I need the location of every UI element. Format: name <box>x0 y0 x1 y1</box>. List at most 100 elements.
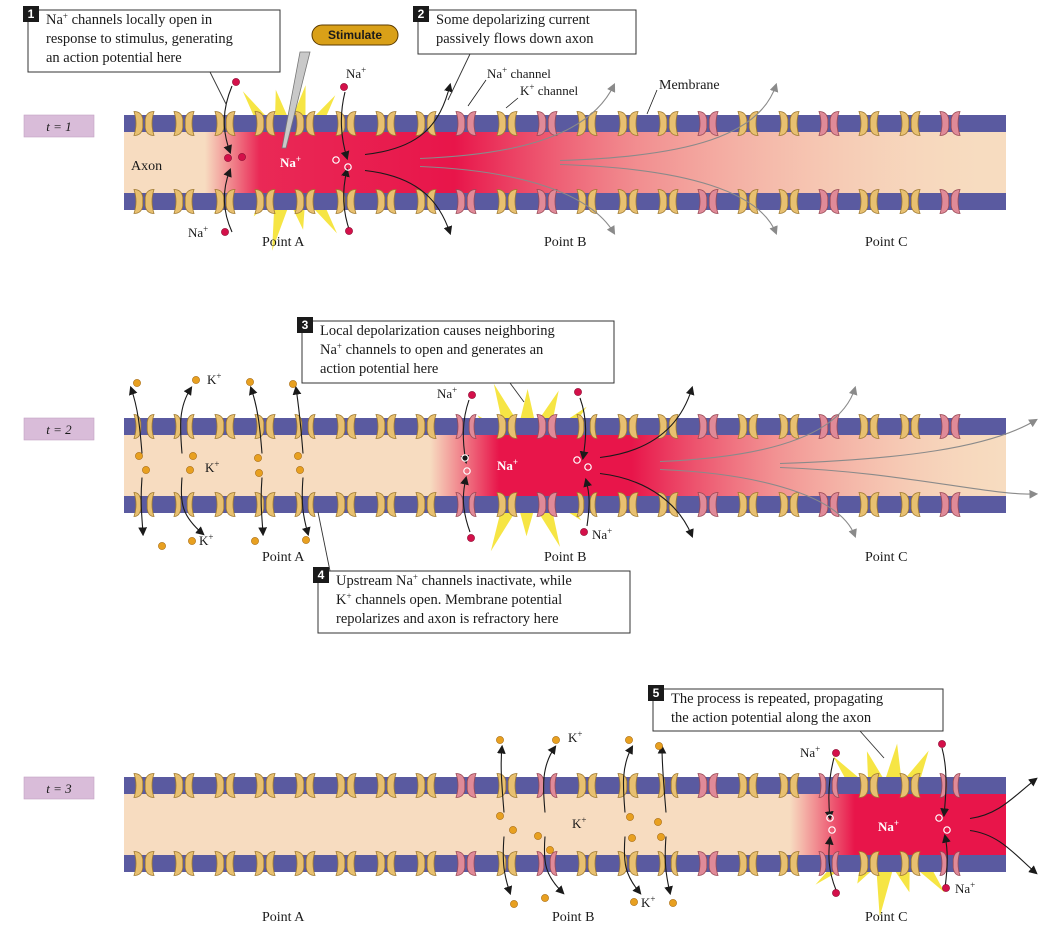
k-channel <box>778 492 800 517</box>
k-efflux-arrow <box>292 385 304 454</box>
k-channel <box>214 189 236 214</box>
channel-subunit-right <box>869 773 880 798</box>
na-influx-arrow <box>824 757 835 821</box>
k-ion <box>534 832 542 840</box>
na-channel <box>455 414 477 439</box>
channel-subunit-left <box>818 492 829 517</box>
k-channel <box>173 773 195 798</box>
channel-subunit-left <box>899 851 910 876</box>
callout-text: K+ channels open. Membrane potential <box>336 591 562 608</box>
channel-subunit-right <box>789 492 800 517</box>
k-channel <box>737 773 759 798</box>
na-channel <box>697 414 719 439</box>
na-ion <box>461 454 469 462</box>
stimulate-badge <box>311 24 399 46</box>
channel-subunit-right <box>748 851 759 876</box>
channel-subunit-left <box>455 773 466 798</box>
k-channel <box>173 492 195 517</box>
na-channel <box>536 773 558 798</box>
k-channel <box>496 492 518 517</box>
point-b-label: Point B <box>544 550 586 565</box>
time-label-box <box>23 114 95 138</box>
k-efflux-arrow <box>543 745 557 813</box>
callout-box <box>301 320 615 384</box>
channel-subunit-right <box>426 111 437 136</box>
channel-subunit-left <box>858 773 869 798</box>
channel-subunit-right <box>549 851 558 876</box>
channel-subunit-left <box>375 851 386 876</box>
channel-subunit-left <box>899 414 910 439</box>
callout-leader <box>447 53 471 101</box>
k-ion <box>289 380 297 388</box>
channel-subunit-left <box>375 189 386 214</box>
callout-text: Na+ channels to open and generates an <box>320 341 544 358</box>
channel-subunit-right <box>829 189 840 214</box>
na-ion-label: Na+ <box>592 526 612 542</box>
na-ion <box>574 388 582 396</box>
channel-subunit-left <box>455 189 466 214</box>
channel-subunit-right <box>869 189 880 214</box>
current-arrow-down <box>779 466 1039 499</box>
channel-subunit-left <box>133 111 144 136</box>
channel-subunit-left <box>737 414 748 439</box>
channel-subunit-right <box>708 773 719 798</box>
na-ion <box>345 227 353 235</box>
callout-box <box>652 688 944 732</box>
channel-subunit-left <box>737 492 748 517</box>
channel-subunit-right <box>547 189 558 214</box>
channel-subunit-left <box>214 189 225 214</box>
channel-subunit-left <box>173 189 184 214</box>
k-channel <box>375 851 397 876</box>
channel-subunit-right <box>748 111 759 136</box>
na-channel <box>939 492 961 517</box>
k-channel <box>737 414 759 439</box>
channel-subunit-right <box>466 773 477 798</box>
channel-subunit-right <box>507 111 518 136</box>
k-channel <box>737 851 759 876</box>
na-influx-arrow <box>583 477 592 527</box>
channel-subunit-right <box>346 492 357 517</box>
channel-subunit-left <box>939 492 950 517</box>
k-channel <box>778 773 800 798</box>
k-channel <box>657 111 679 136</box>
channel-subunit-right <box>265 851 276 876</box>
channel-subunit-left <box>939 414 950 439</box>
channel-subunit-right <box>386 189 397 214</box>
channel-subunit-left <box>697 851 708 876</box>
channel-subunit-left <box>214 492 225 517</box>
channel-subunit-left <box>335 414 346 439</box>
channel-subunit-left <box>415 492 426 517</box>
channel-subunit-right <box>789 189 800 214</box>
channel-subunit-right <box>587 773 598 798</box>
axon-label: Axon <box>131 159 162 174</box>
k-channel <box>899 851 921 876</box>
channel-subunit-right <box>225 773 236 798</box>
channel-subunit-right <box>265 492 276 517</box>
current-arrow-up <box>969 777 1038 820</box>
k-channel <box>375 189 397 214</box>
channel-subunit-left <box>737 111 748 136</box>
channel-subunit-left <box>818 189 829 214</box>
na-channel <box>818 492 840 517</box>
k-channel <box>254 773 276 798</box>
channel-subunit-left <box>335 851 346 876</box>
na-channel <box>697 851 719 876</box>
channel-subunit-right <box>186 414 195 439</box>
channel-subunit-left <box>858 414 869 439</box>
channel-subunit-left <box>657 851 666 876</box>
channel-subunit-right <box>950 111 961 136</box>
k-channel <box>214 773 236 798</box>
channel-subunit-left <box>335 773 346 798</box>
na-channel <box>455 851 477 876</box>
channel-subunit-left <box>818 773 827 798</box>
membrane-label: Membrane <box>659 78 720 93</box>
channel-subunit-left <box>617 189 628 214</box>
point-b-label: Point B <box>552 910 594 925</box>
channel-subunit-left <box>536 773 545 798</box>
channel-subunit-left <box>415 414 426 439</box>
channel-subunit-right <box>670 851 679 876</box>
channel-subunit-right <box>831 851 840 876</box>
channel-subunit-left <box>576 189 587 214</box>
k-channel <box>415 851 437 876</box>
channel-subunit-left <box>778 111 789 136</box>
